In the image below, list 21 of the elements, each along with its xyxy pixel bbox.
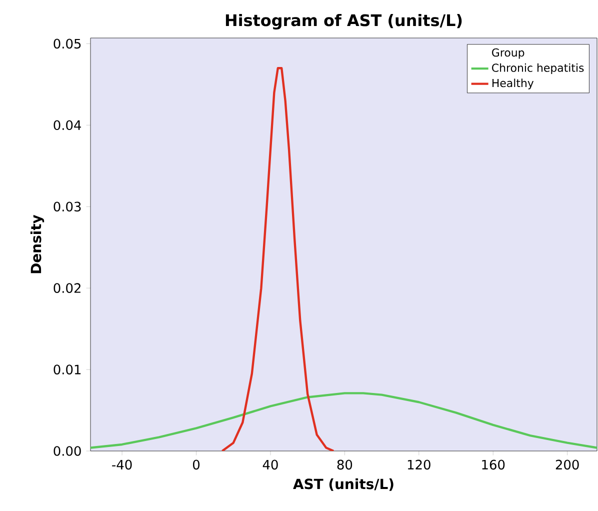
y-tick-label: 0.04 <box>54 120 81 130</box>
x-tick-label: 80 <box>337 460 352 470</box>
legend-label: Chronic hepatitis <box>492 63 584 74</box>
y-tick-label: 0.00 <box>54 446 81 456</box>
x-tick-label: -40 <box>112 460 132 470</box>
y-tick-label: 0.03 <box>54 202 81 212</box>
y-axis-title: Density <box>30 214 44 274</box>
y-tick-label: 0.01 <box>54 364 81 374</box>
y-tick-label: 0.02 <box>54 283 80 293</box>
x-tick-label: 0 <box>192 460 200 470</box>
legend-label: Healthy <box>492 78 534 90</box>
chart-title: Histogram of AST (units/L) <box>226 14 462 30</box>
line-series <box>221 67 335 451</box>
y-tick-label: 0.05 <box>54 38 81 49</box>
line-series <box>90 392 598 449</box>
x-axis-title: AST (units/L) <box>293 478 394 491</box>
legend-title: Group <box>492 48 524 59</box>
x-tick-label: 160 <box>482 460 505 470</box>
x-tick-label: 40 <box>262 460 278 470</box>
x-tick-label: 120 <box>408 460 430 470</box>
x-tick-label: 200 <box>556 460 579 470</box>
